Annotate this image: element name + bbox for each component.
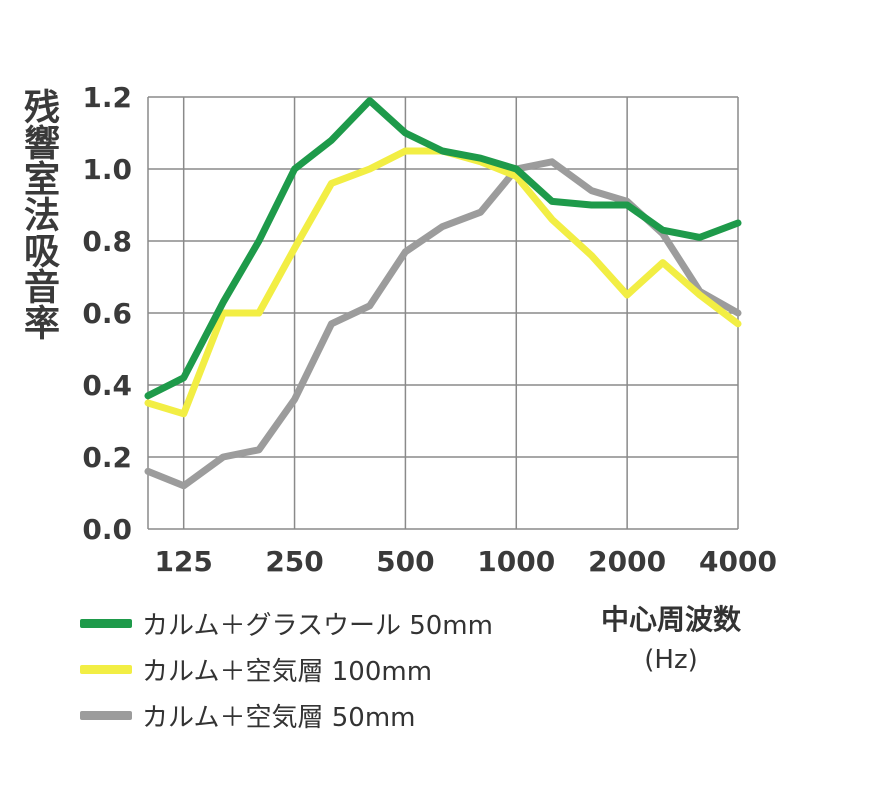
y-tick-label: 0.6 — [82, 297, 132, 330]
x-tick-label: 1000 — [477, 545, 555, 578]
legend-swatch-yellow — [80, 664, 132, 674]
x-tick-label: 2000 — [588, 545, 666, 578]
y-tick-label: 0.8 — [82, 225, 132, 258]
series-line-2 — [144, 158, 742, 490]
x-tick-label: 250 — [265, 545, 323, 578]
series-line-0 — [144, 97, 742, 400]
x-tick-label: 500 — [376, 545, 434, 578]
y-tick-label: 0.4 — [82, 369, 132, 402]
y-tick-label: 1.2 — [82, 81, 132, 114]
x-tick-label: 4000 — [699, 545, 777, 578]
x-axis-unit: (Hz) — [644, 645, 698, 675]
y-tick-label: 0.2 — [82, 441, 132, 474]
y-axis-label: 残響室法吸音率 — [18, 88, 59, 340]
legend: カルム＋グラスウール 50mm カルム＋空気層 100mm カルム＋空気層 50… — [80, 600, 493, 738]
legend-swatch-gray — [80, 710, 132, 720]
x-tick-label: 125 — [154, 545, 212, 578]
legend-item-air-100: カルム＋空気層 100mm — [80, 646, 493, 692]
legend-swatch-green — [80, 618, 132, 628]
legend-item-glasswool-50: カルム＋グラスウール 50mm — [80, 600, 493, 646]
legend-label: カルム＋グラスウール 50mm — [142, 610, 493, 641]
y-tick-label: 0.0 — [82, 513, 132, 546]
x-axis-label: 中心周波数 — [600, 603, 741, 636]
y-tick-label: 1.0 — [82, 153, 132, 186]
legend-item-air-50: カルム＋空気層 50mm — [80, 692, 493, 738]
series-lines — [144, 97, 742, 490]
x-axis-label-block: 中心周波数 (Hz) — [586, 600, 756, 680]
legend-label: カルム＋空気層 100mm — [142, 656, 433, 687]
y-axis-ticks: 0.0 0.2 0.4 0.6 0.8 1.0 1.2 — [82, 81, 132, 546]
x-axis-ticks: 125 250 500 1000 2000 4000 — [154, 545, 777, 578]
legend-label: カルム＋空気層 50mm — [142, 702, 416, 733]
